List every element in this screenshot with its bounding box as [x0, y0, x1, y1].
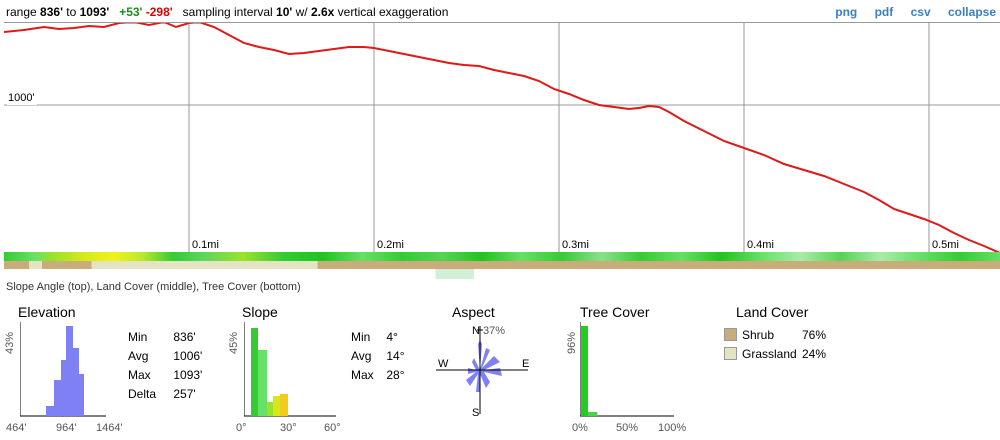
elevation-stats: Min 836' Avg 1006' Max 1093' Delta 257': [128, 328, 202, 404]
elevation-hist-bar: [46, 406, 54, 416]
slope-hist-bar: [273, 396, 280, 416]
strip-caption: Slope Angle (top), Land Cover (middle), …: [6, 281, 301, 293]
pdf-link[interactable]: pdf: [874, 5, 894, 19]
elevation-y-label: 43%: [4, 331, 16, 354]
slope-hist-bar: [258, 350, 267, 416]
land-cover-item-shrub: Shrub 76%: [724, 328, 826, 342]
distance-label-0.3: 0.3mi: [562, 239, 589, 251]
elevation-hist-bar: [61, 360, 66, 416]
distance-label-0.1: 0.1mi: [192, 239, 219, 251]
csv-link[interactable]: csv: [910, 5, 931, 19]
vertical-exaggeration: 2.6x: [310, 5, 335, 19]
aspect-label-w: W: [438, 358, 449, 370]
tree-cover-title: Tree Cover: [580, 304, 650, 320]
slope-y-label: 45%: [228, 331, 240, 354]
tree-cover-hist-bar: [581, 326, 588, 416]
elevation-hist-bar: [54, 380, 61, 416]
slope-angle-strip[interactable]: [4, 252, 1000, 261]
collapse-link[interactable]: collapse: [947, 5, 996, 19]
exaggeration-suffix: vertical exaggeration: [337, 5, 449, 19]
slope-stat-min: Min 4°: [351, 330, 398, 344]
tree-cover-strip[interactable]: [4, 269, 1000, 279]
land-cover-strip[interactable]: [4, 261, 1000, 269]
elevation-stat-delta: Delta 257': [128, 387, 196, 401]
elevation-label-1000: 1000': [8, 92, 35, 104]
tree-cover-x-label-max: 100%: [658, 422, 687, 434]
grassland-swatch: [724, 347, 737, 360]
elevation-stat-min: Min 836': [128, 330, 196, 344]
with-label: w/: [295, 5, 308, 19]
slope-hist-bar: [280, 394, 288, 416]
slope-x-label-max: 60°: [324, 422, 341, 434]
tree-cover-x-label-min: 0%: [572, 422, 588, 434]
range-min: 836': [40, 5, 63, 19]
slope-hist-bar: [251, 328, 258, 416]
slope-title: Slope: [242, 304, 278, 320]
slope-x-label-min: 0°: [236, 422, 247, 434]
tree-cover-histogram: [580, 322, 674, 417]
shrub-swatch: [724, 328, 737, 341]
range-prefix: range: [6, 5, 37, 19]
elevation-hist-bar: [66, 326, 73, 416]
tree-cover-y-label: 96%: [566, 331, 578, 354]
tree-cover-hist-bar: [588, 412, 597, 416]
elevation-label-bg: [7, 91, 37, 105]
slope-hist-bar: [267, 402, 273, 416]
distance-label-0.4: 0.4mi: [747, 239, 774, 251]
distance-label-0.2: 0.2mi: [377, 239, 404, 251]
elevation-histogram: [20, 322, 106, 417]
range-max: 1093': [79, 5, 110, 19]
elevation-title: Elevation: [18, 304, 76, 320]
elevation-loss: -298': [145, 5, 173, 19]
elevation-hist-bar: [73, 348, 79, 416]
slope-stat-max: Max 28°: [351, 368, 405, 382]
slope-histogram: [244, 322, 336, 417]
range-to: to: [66, 5, 77, 19]
range-summary: range 836' to 1093' +53' -298' sampling …: [6, 5, 448, 19]
profile-header: range 836' to 1093' +53' -298' sampling …: [0, 0, 1000, 22]
slope-x-label-mid: 30°: [280, 422, 297, 434]
elevation-stat-max: Max 1093': [128, 368, 203, 382]
slope-stat-avg: Avg 14°: [351, 349, 405, 363]
sampling-interval: 10': [276, 5, 293, 19]
elevation-gain: +53': [119, 5, 143, 19]
distance-label-0.5: 0.5mi: [932, 239, 959, 251]
export-links: png pdf csv collapse: [821, 5, 996, 19]
elevation-x-label-min: 464': [6, 422, 27, 434]
tree-cover-x-label-mid: 50%: [616, 422, 639, 434]
elevation-x-label-mid: 964': [56, 422, 77, 434]
png-link[interactable]: png: [835, 5, 858, 19]
elevation-profile-chart[interactable]: 1000' 0.1mi 0.2mi 0.3mi 0.4mi 0.5mi: [4, 22, 1000, 253]
land-cover-title: Land Cover: [736, 304, 809, 320]
elevation-stat-avg: Avg 1006': [128, 349, 203, 363]
elevation-x-label-max: 1464': [96, 422, 123, 434]
land-cover-item-grassland: Grassland 24%: [724, 347, 826, 361]
aspect-label-s: S: [472, 407, 479, 419]
aspect-label-n: N: [472, 325, 480, 337]
aspect-rose-petals: [466, 340, 502, 392]
aspect-label-e: E: [522, 358, 529, 370]
aspect-max-label: 37%: [483, 325, 505, 337]
elevation-hist-bar: [79, 374, 84, 416]
aspect-rose: N 37% W E S: [436, 325, 529, 419]
aspect-title: Aspect: [452, 304, 495, 320]
elevation-profile-line: [4, 23, 1000, 253]
slope-stats: Min 4° Avg 14° Max 28°: [351, 328, 405, 385]
sampling-prefix: sampling interval: [182, 5, 273, 19]
